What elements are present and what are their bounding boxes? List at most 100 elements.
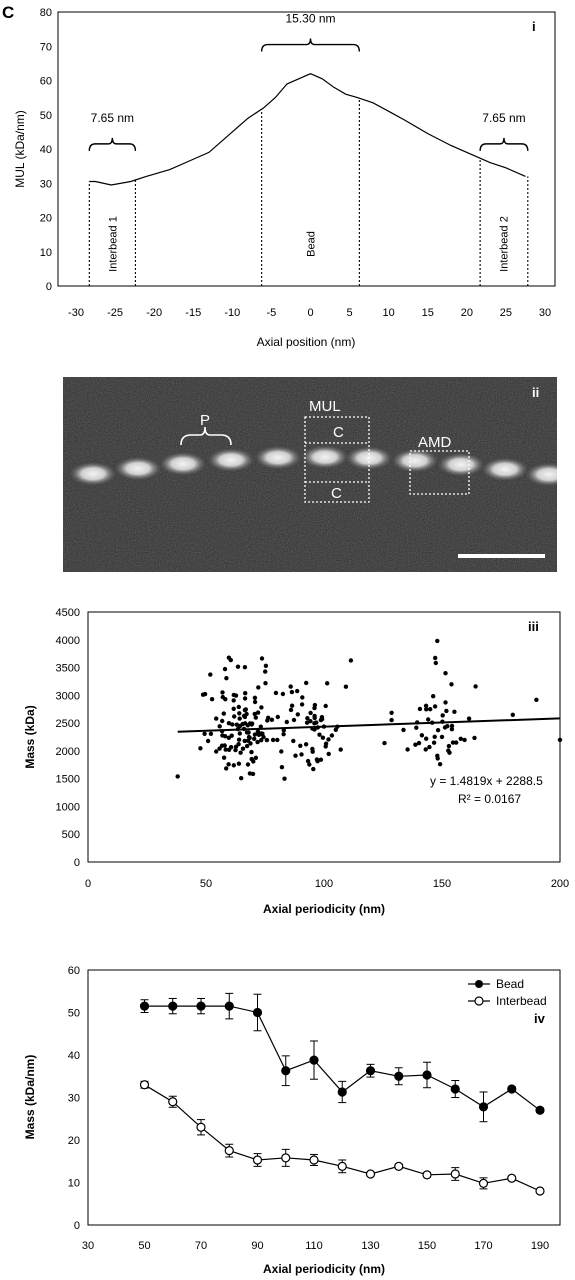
scatter-point: [222, 743, 227, 748]
scatter-point: [534, 697, 539, 702]
data-point-bead: [139, 1001, 150, 1011]
x-tick-label-iv: 150: [418, 1240, 436, 1252]
scatter-point: [253, 715, 258, 720]
legend-label-bead: Bead: [496, 977, 524, 991]
scatter-point: [222, 666, 228, 672]
scatter-point: [319, 715, 325, 720]
x-tick-label-i: -25: [107, 307, 123, 319]
scatter-point: [217, 724, 222, 729]
legend-marker-bead: [475, 980, 483, 988]
scatter-point: [291, 738, 296, 744]
scatter-point: [214, 749, 219, 754]
scatter-point: [238, 750, 243, 755]
scatter-point: [244, 730, 250, 735]
x-tick-label-i: -20: [146, 307, 162, 319]
scatter-point: [198, 746, 203, 751]
scatter-point: [424, 707, 429, 712]
scatter-point: [382, 740, 387, 746]
plot-area-iii: [87, 611, 561, 863]
label-amd: AMD: [418, 434, 452, 451]
scatter-point: [323, 741, 329, 746]
label-c-lower: C: [331, 485, 342, 502]
scatter-point: [462, 737, 467, 743]
scatter-point: [473, 684, 478, 689]
y-tick-label-iv: 30: [68, 1093, 80, 1105]
x-tick-label-i: 0: [307, 307, 313, 319]
scatter-point: [300, 695, 305, 700]
y-tick-label-iii: 0: [74, 857, 80, 869]
scatter-point: [432, 734, 437, 739]
scatter-point: [245, 762, 251, 767]
x-tick-label-iii: 150: [433, 878, 451, 890]
scatter-point: [323, 703, 328, 709]
scatter-point: [234, 722, 239, 727]
scatter-point: [281, 732, 286, 737]
scatter-point: [299, 702, 305, 707]
scatter-point: [242, 696, 248, 701]
scatter-point: [252, 711, 257, 717]
scatter-point: [226, 721, 232, 726]
scatter-point: [279, 765, 285, 770]
x-tick-label-i: -30: [68, 307, 84, 319]
scatter-point: [305, 716, 310, 721]
scatter-point: [452, 709, 457, 714]
scatter-point: [231, 763, 236, 768]
scatter-point: [431, 694, 436, 699]
scatter-point: [295, 688, 300, 694]
label-c-upper: C: [333, 424, 344, 441]
data-point-bead: [252, 1007, 263, 1018]
scatter-point: [237, 711, 242, 716]
scatter-point: [259, 656, 265, 661]
fibril-bead: [67, 460, 119, 487]
scatter-point: [510, 712, 515, 717]
scatter-point: [310, 746, 315, 752]
y-tick-label-i: 50: [40, 110, 52, 122]
panel-label-iii: iii: [528, 619, 539, 634]
x-tick-label-iv: 170: [474, 1240, 492, 1252]
scatter-point: [417, 706, 423, 712]
scatter-point: [245, 738, 251, 743]
scatter-point: [220, 718, 225, 724]
data-point-bead: [478, 1102, 489, 1112]
scatter-point: [263, 669, 268, 674]
scatter-point: [269, 717, 275, 722]
scatter-point: [246, 734, 252, 740]
scatter-point: [312, 727, 317, 732]
panel-label-ii: ii: [532, 385, 539, 400]
chart-mul-profile: -30 -25 -20 -15 -10 -5 0 5 10 15 20 25 30 0 10 20 30 40 50…: [13, 7, 556, 349]
scatter-point: [205, 738, 211, 744]
scatter-point: [264, 737, 270, 743]
scatter-point: [304, 680, 309, 686]
scatter-point: [226, 655, 232, 660]
y-tick-label-iv: 10: [68, 1178, 80, 1190]
data-point-interbead: [365, 1169, 376, 1179]
data-point-bead: [196, 1001, 206, 1011]
scatter-point: [224, 676, 229, 681]
scatter-point: [231, 706, 236, 711]
micrograph-panel: P MUL C C AMD ii: [63, 377, 557, 572]
scatter-point: [202, 731, 207, 736]
span-bracket: [479, 137, 529, 151]
y-tick-label-iv: 0: [74, 1220, 80, 1232]
plot-area-iv: [87, 969, 561, 1226]
span-label: 15.30 nm: [285, 12, 335, 26]
scatter-point: [333, 727, 338, 732]
data-point-interbead: [196, 1122, 206, 1132]
data-point-bead: [535, 1105, 545, 1115]
data-point-bead: [394, 1071, 404, 1081]
mul-profile-line: [89, 73, 526, 186]
y-tick-label-i: 60: [40, 76, 52, 88]
data-point-interbead: [450, 1169, 460, 1179]
y-tick-label-iii: 3500: [56, 663, 80, 675]
x-tick-label-iv: 50: [138, 1240, 150, 1252]
plot-area-i: [57, 11, 556, 287]
scatter-point: [329, 733, 335, 738]
scatter-point: [236, 761, 242, 766]
scatter-point: [423, 703, 429, 708]
scatter-point: [232, 714, 237, 719]
scatter-point: [273, 690, 279, 696]
data-point-interbead: [252, 1155, 263, 1165]
y-tick-label-i: 70: [40, 41, 52, 53]
x-tick-label-i: -15: [185, 307, 201, 319]
data-point-interbead: [535, 1186, 545, 1196]
